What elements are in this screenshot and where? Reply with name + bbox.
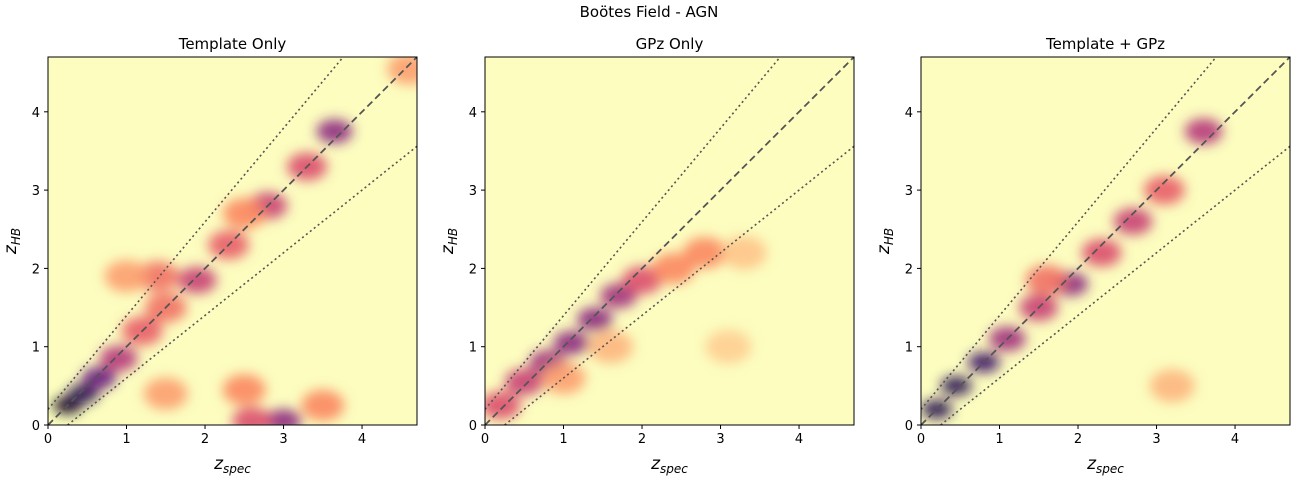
x-tick-label: 4 [1231,432,1239,447]
reference-line-upper-bound [48,57,344,410]
y-tick-label: 2 [469,262,477,277]
panel-title: GPz Only [636,35,704,53]
density-cell-14 [222,198,266,230]
x-tick-label: 2 [1074,432,1082,447]
y-tick-label: 4 [469,106,477,121]
density-cell-3 [553,330,590,355]
density-cell-3 [99,345,138,372]
y-tick-label: 2 [905,262,913,277]
density-cell-6 [177,266,217,294]
density-cell-8 [683,237,727,269]
x-tick-label: 2 [638,432,646,447]
density-cell-15 [265,409,302,425]
density-cell-8 [1143,175,1185,205]
density-cell-17 [222,374,266,406]
density-cell-7 [651,252,695,284]
y-tick-label: 0 [32,419,40,434]
density-cell-7 [1113,207,1153,235]
density-cell-4 [576,307,613,332]
y-tick-label: 1 [32,341,40,356]
reference-line-upper-bound [485,57,781,410]
x-tick-label: 0 [481,432,489,447]
density-cell-6 [1081,238,1122,267]
reference-line-upper-bound [921,57,1217,410]
y-tick-label: 3 [469,184,477,199]
panel-1: 0 1 2 3 4 0 1 2 3 4 Template Only zspec zHB [1,35,418,476]
panel-2: 0 1 2 3 4 0 1 2 3 4 GPz Only zspec zHB [438,35,855,476]
density-cell-19 [143,377,188,410]
density-cell-6 [622,266,663,295]
y-tick-label: 0 [905,419,913,434]
density-cell-18 [301,389,345,421]
y-axis-label: zHB [874,228,896,255]
x-tick-label: 4 [358,432,366,447]
x-axis-label: zspec [1086,454,1124,476]
density-cell-1 [940,376,972,396]
y-axis-label: zHB [1,228,23,255]
panel-title: Template + GPz [1045,35,1165,53]
reference-line-one-to-one [921,57,1290,425]
y-axis-label: zHB [438,228,460,255]
y-tick-label: 3 [32,184,40,199]
axes-frame [484,56,855,426]
y-tick-label: 3 [905,184,913,199]
density-cell-0 [485,391,521,420]
density-cell-12 [136,261,179,292]
y-tick-label: 4 [32,106,40,121]
y-tick-label: 1 [905,341,913,356]
y-tick-label: 0 [469,419,477,434]
x-tick-label: 2 [201,432,209,447]
x-tick-label: 1 [122,432,130,447]
x-axis-label: zspec [213,454,251,476]
x-tick-label: 0 [917,432,925,447]
y-tick-label: 4 [905,106,913,121]
x-tick-label: 3 [716,432,724,447]
panel-title: Template Only [178,35,287,53]
x-tick-label: 1 [995,432,1003,447]
x-tick-label: 4 [795,432,803,447]
x-tick-label: 3 [279,432,287,447]
axes-frame [47,56,418,426]
heatmap-density [53,57,417,425]
axes-frame [920,56,1291,426]
density-cell-12 [705,329,752,364]
density-cell-11 [588,330,634,364]
density-cell-10 [316,119,353,144]
panel-3: 0 1 2 3 4 0 1 2 3 4 Template + GPz zspec zHB [874,35,1291,476]
density-cell-9 [1184,118,1223,145]
reference-line-one-to-one [48,57,417,425]
x-tick-label: 1 [559,432,567,447]
density-cell-16 [232,407,273,425]
reference-line-one-to-one [485,57,854,425]
x-tick-label: 3 [1152,432,1160,447]
x-axis-label: zspec [650,454,688,476]
figure-suptitle: Boötes Field - AGN [580,3,719,21]
density-cell-10 [1025,265,1068,296]
x-tick-label: 0 [44,432,52,447]
density-cell-9 [721,235,767,270]
density-cell-11 [1149,369,1195,403]
y-tick-label: 2 [32,262,40,277]
density-cell-13 [104,260,149,293]
y-tick-label: 1 [469,341,477,356]
